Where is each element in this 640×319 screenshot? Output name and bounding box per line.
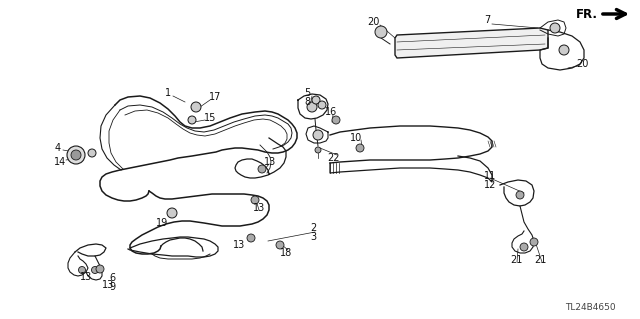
Circle shape xyxy=(188,116,196,124)
Text: 21: 21 xyxy=(534,255,546,265)
Text: 6: 6 xyxy=(109,273,115,283)
Circle shape xyxy=(313,130,323,140)
Text: 17: 17 xyxy=(209,92,221,102)
Circle shape xyxy=(167,208,177,218)
Circle shape xyxy=(332,116,340,124)
Circle shape xyxy=(312,96,320,104)
Text: TL24B4650: TL24B4650 xyxy=(564,303,615,313)
Text: 20: 20 xyxy=(576,59,588,69)
Text: 3: 3 xyxy=(310,232,316,242)
Text: 20: 20 xyxy=(367,17,379,27)
Circle shape xyxy=(559,45,569,55)
Circle shape xyxy=(375,26,387,38)
Text: 13: 13 xyxy=(264,157,276,167)
Circle shape xyxy=(96,265,104,273)
Circle shape xyxy=(71,150,81,160)
Text: 7: 7 xyxy=(484,15,490,25)
Text: 22: 22 xyxy=(328,153,340,163)
Text: 15: 15 xyxy=(204,113,216,123)
Circle shape xyxy=(315,147,321,153)
Text: 5: 5 xyxy=(304,88,310,98)
Text: 1: 1 xyxy=(165,88,171,98)
Text: 4: 4 xyxy=(55,143,61,153)
Circle shape xyxy=(520,243,528,251)
Text: FR.: FR. xyxy=(576,9,598,21)
Text: 13: 13 xyxy=(102,280,114,290)
Text: 13: 13 xyxy=(80,272,92,282)
Circle shape xyxy=(92,266,99,273)
Circle shape xyxy=(318,101,326,109)
Circle shape xyxy=(79,266,86,273)
Circle shape xyxy=(356,144,364,152)
Text: 13: 13 xyxy=(233,240,245,250)
Circle shape xyxy=(191,102,201,112)
Circle shape xyxy=(530,238,538,246)
Text: 2: 2 xyxy=(310,223,316,233)
Text: 13: 13 xyxy=(253,203,265,213)
Circle shape xyxy=(247,234,255,242)
Circle shape xyxy=(258,165,266,173)
Text: 19: 19 xyxy=(156,218,168,228)
Circle shape xyxy=(550,23,560,33)
Text: 12: 12 xyxy=(484,180,496,190)
Text: 14: 14 xyxy=(54,157,66,167)
Circle shape xyxy=(67,146,85,164)
Text: 8: 8 xyxy=(304,97,310,107)
Text: 9: 9 xyxy=(109,282,115,292)
Text: 18: 18 xyxy=(280,248,292,258)
Text: 21: 21 xyxy=(510,255,522,265)
Text: 16: 16 xyxy=(325,107,337,117)
Polygon shape xyxy=(395,28,548,58)
Circle shape xyxy=(88,149,96,157)
Circle shape xyxy=(251,196,259,204)
Circle shape xyxy=(516,191,524,199)
Text: 11: 11 xyxy=(484,171,496,181)
Circle shape xyxy=(307,102,317,112)
Circle shape xyxy=(276,241,284,249)
Text: 10: 10 xyxy=(350,133,362,143)
